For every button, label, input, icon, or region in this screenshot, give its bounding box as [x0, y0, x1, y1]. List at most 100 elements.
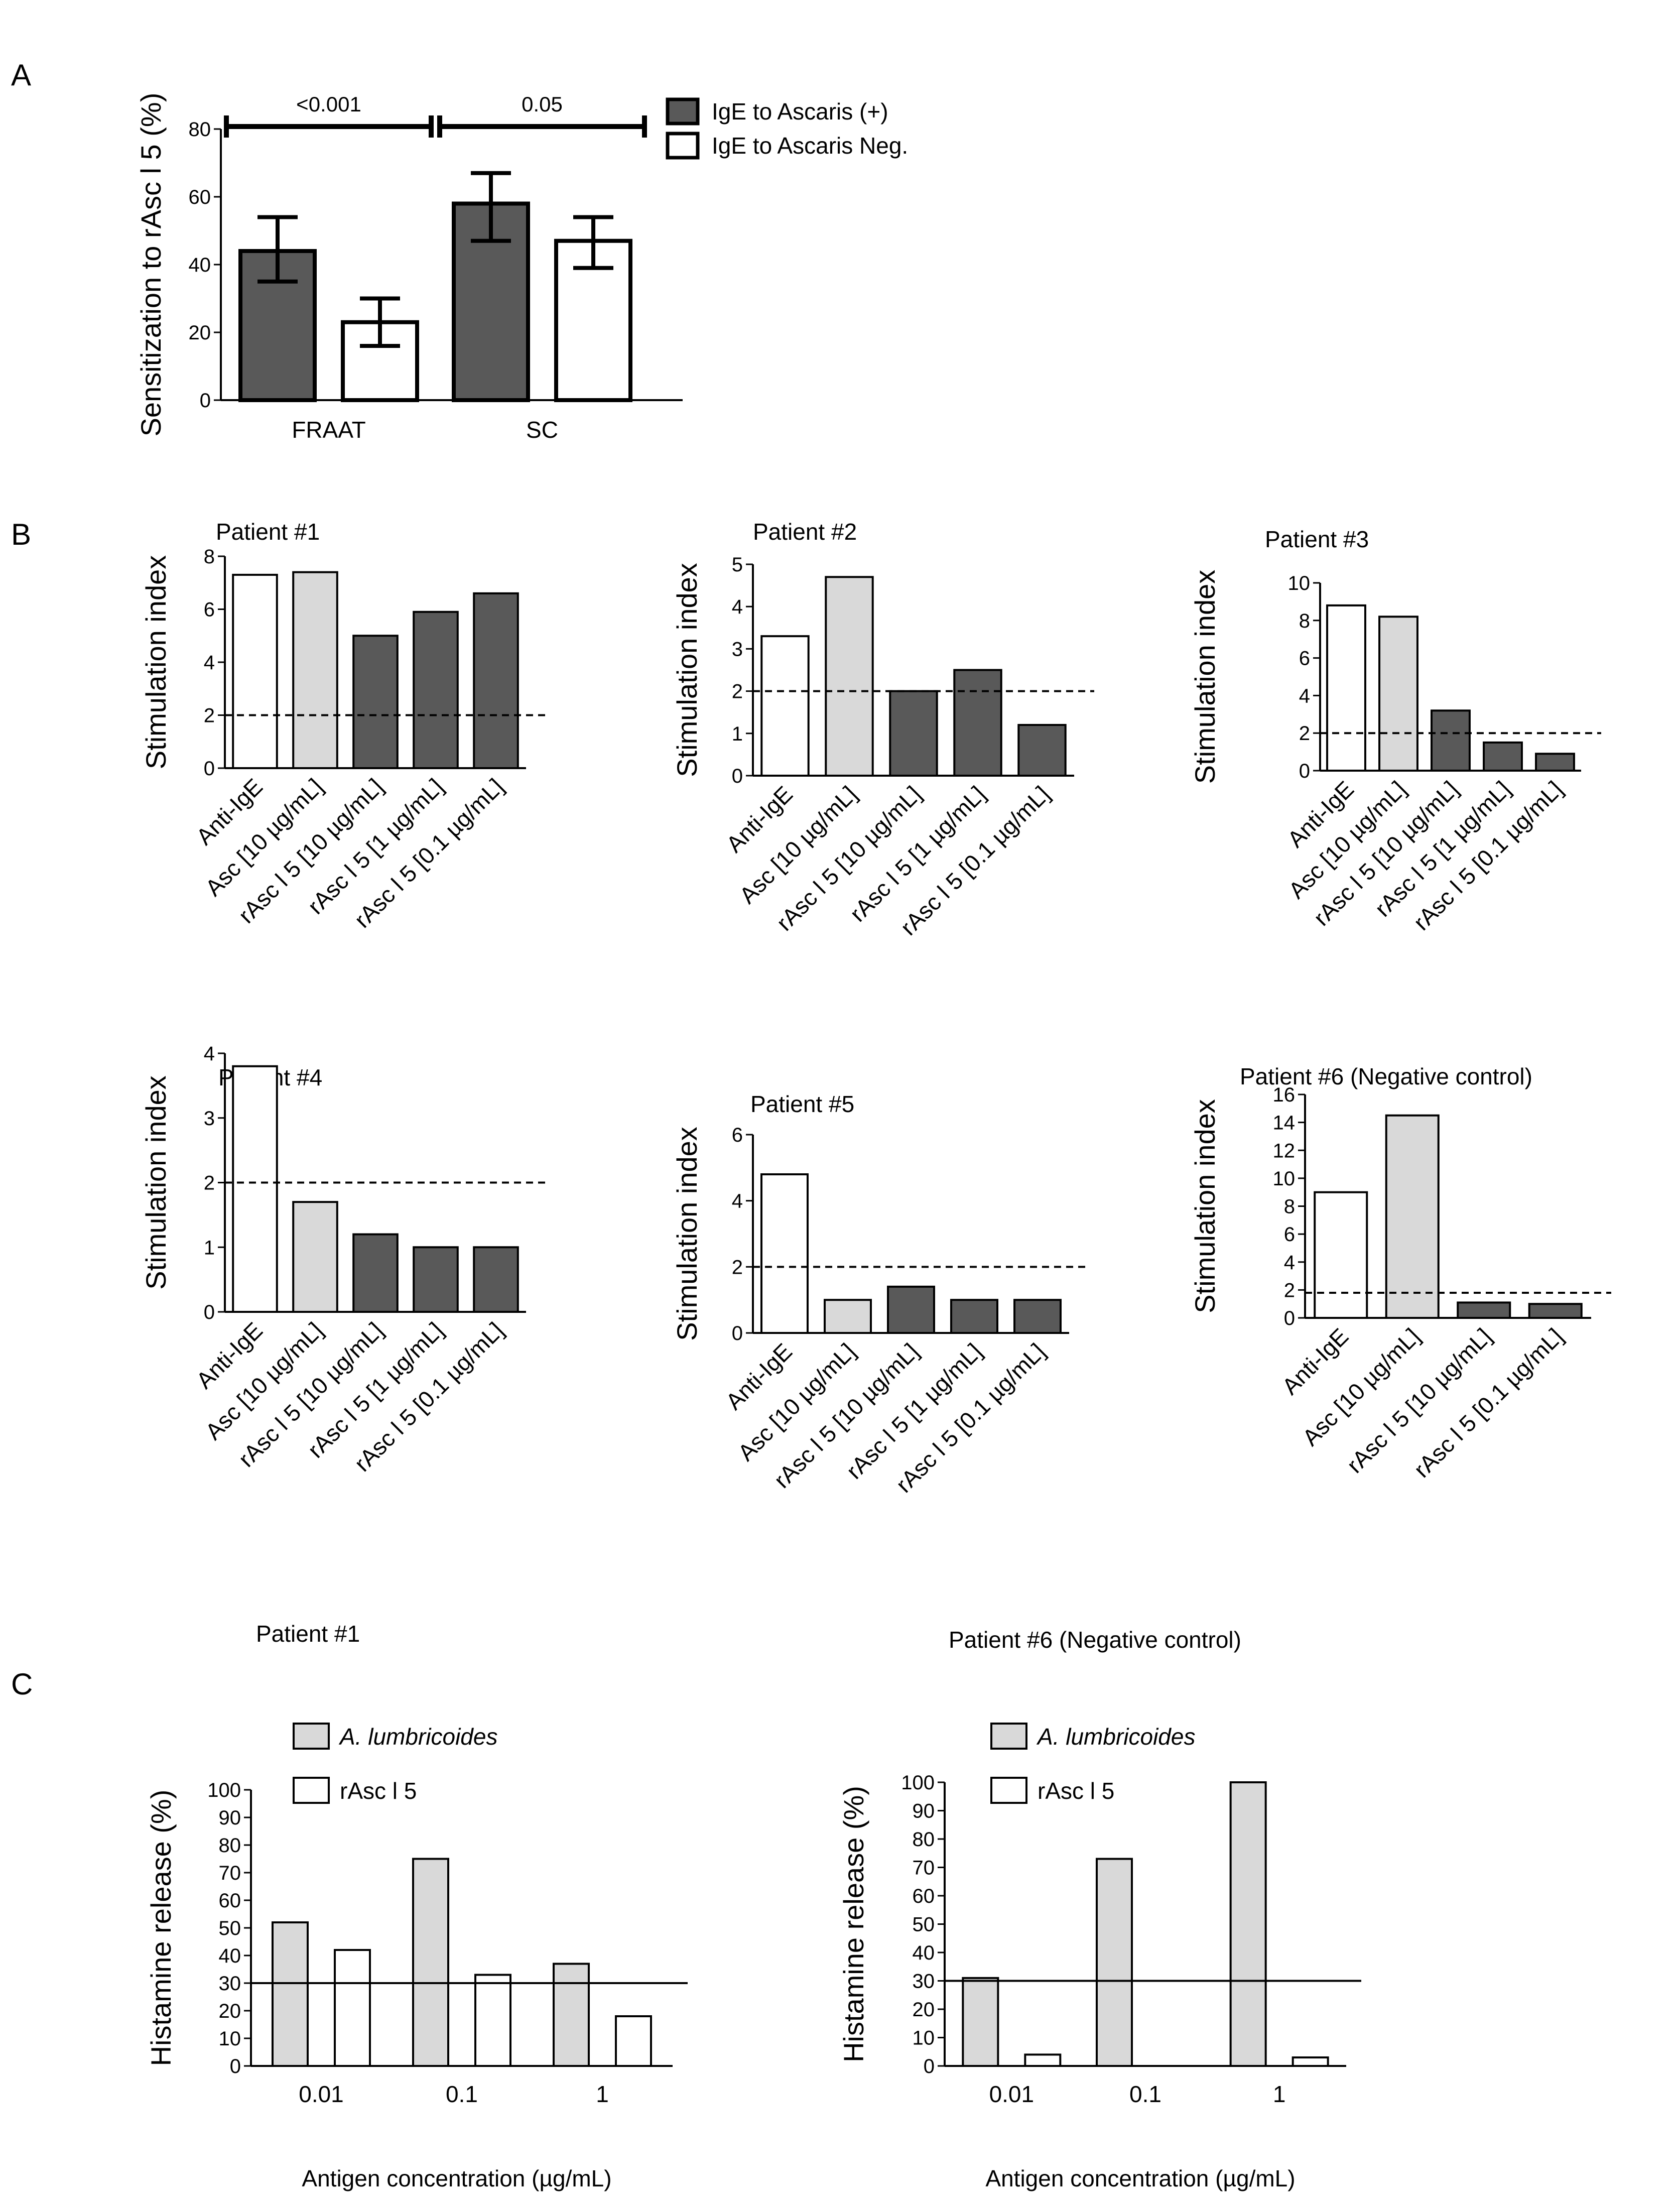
legend-label: A. lumbricoides — [338, 1724, 497, 1750]
y-tick-label: 2 — [204, 1172, 215, 1194]
y-tick-label: 50 — [219, 1917, 241, 1939]
y-tick-label: 12 — [1273, 1140, 1296, 1162]
y-tick-label: 70 — [913, 1857, 935, 1879]
y-tick-label: 90 — [219, 1807, 241, 1829]
bar — [825, 576, 874, 777]
y-tick-label: 0 — [732, 1322, 743, 1345]
y-tick-label: 0 — [1284, 1307, 1295, 1329]
y-tick-label: 10 — [1288, 572, 1311, 594]
legend-swatch — [666, 132, 700, 160]
bar — [950, 1299, 998, 1334]
y-axis-title: Stimulation index — [1189, 570, 1221, 784]
x-axis-title: Antigen concentration (µg/mL) — [985, 2165, 1295, 2191]
y-tick-label: 30 — [219, 1973, 241, 1995]
y-tick-label: 20 — [219, 2000, 241, 2022]
legend-label: IgE to Ascaris (+) — [712, 98, 888, 125]
bar — [760, 635, 810, 777]
x-category-label: 0.01 — [299, 2081, 344, 2107]
chart-b6: 0 2 4 6 8 10 12 14 16 Stimulation index Patient #6… — [1189, 1063, 1611, 1483]
bar — [953, 669, 1002, 777]
bar — [474, 1974, 511, 2067]
legend-label: rAsc l 5 — [340, 1778, 417, 1804]
bar — [413, 610, 459, 770]
legend-swatch — [990, 1777, 1027, 1804]
legend-label: rAsc l 5 — [1038, 1778, 1114, 1804]
x-category-label: 0.01 — [989, 2081, 1035, 2107]
y-tick-label: 6 — [204, 599, 215, 621]
bar — [1378, 616, 1418, 772]
y-tick-label: 4 — [732, 596, 743, 618]
y-tick-label: 6 — [732, 1124, 743, 1146]
y-tick-label: 6 — [1299, 648, 1310, 670]
legend-swatch — [666, 97, 700, 126]
y-tick-label: 10 — [1273, 1168, 1296, 1190]
bar — [292, 1201, 338, 1313]
y-tick-label: 100 — [901, 1772, 935, 1794]
panel-letter-c: C — [11, 1667, 33, 1701]
y-tick-label: 4 — [204, 1043, 215, 1065]
y-tick-label: 2 — [732, 1256, 743, 1278]
legend-label: IgE to Ascaris Neg. — [712, 133, 908, 159]
legend-swatch — [990, 1723, 1027, 1750]
bar — [1096, 1858, 1133, 2067]
bar — [232, 1065, 278, 1313]
legend-swatch — [293, 1723, 330, 1750]
y-tick-label: 0 — [924, 2055, 935, 2077]
bar — [1013, 1299, 1062, 1334]
y-tick-label: 16 — [1273, 1084, 1296, 1106]
legend-label: A. lumbricoides — [1036, 1724, 1195, 1750]
y-tick-label: 20 — [189, 322, 211, 344]
bar — [887, 1285, 935, 1334]
y-tick-label: 60 — [219, 1890, 241, 1912]
y-axis-title: Stimulation index — [671, 1127, 703, 1340]
y-tick-label: 80 — [189, 118, 211, 141]
bar — [352, 1233, 399, 1313]
y-tick-label: 1 — [204, 1237, 215, 1259]
x-category-label: SC — [526, 417, 558, 443]
bar — [615, 2015, 652, 2067]
y-tick-label: 40 — [189, 254, 211, 276]
bar — [334, 1949, 371, 2067]
y-tick-label: 100 — [207, 1779, 241, 1801]
y-tick-label: 3 — [204, 1108, 215, 1130]
y-tick-label: 1 — [732, 723, 743, 745]
y-tick-label: 4 — [732, 1190, 743, 1212]
panel-letter-a: A — [11, 58, 31, 92]
y-tick-label: 20 — [913, 1999, 935, 2021]
chart-title: Patient #1 — [216, 519, 320, 545]
y-axis-title: Stimulation index — [140, 1075, 172, 1289]
y-tick-label: 0 — [732, 765, 743, 787]
x-axis-title: Antigen concentration (µg/mL) — [302, 2165, 611, 2191]
y-tick-label: 60 — [189, 186, 211, 208]
y-tick-label: 4 — [1299, 685, 1310, 707]
y-tick-label: 2 — [204, 705, 215, 727]
y-tick-label: 14 — [1273, 1112, 1296, 1134]
y-axis-title: Histamine release (%) — [838, 1786, 869, 2062]
x-category-label: 0.1 — [446, 2081, 478, 2107]
bar — [1535, 753, 1575, 772]
bar — [352, 635, 399, 769]
bar — [760, 1173, 809, 1334]
bar — [413, 1246, 459, 1313]
y-tick-label: 90 — [913, 1800, 935, 1822]
y-axis-title: Stimulation index — [1189, 1099, 1221, 1313]
y-tick-label: 40 — [219, 1945, 241, 1967]
bar — [272, 1921, 309, 2067]
y-axis-title: Sensitization to rAsc l 5 (%) — [135, 93, 167, 437]
bar — [1457, 1301, 1511, 1319]
y-axis-title: Stimulation index — [140, 555, 172, 769]
p-value-label: <0.001 — [296, 92, 361, 116]
bar — [824, 1299, 872, 1334]
y-tick-label: 0 — [230, 2055, 241, 2077]
y-tick-label: 5 — [732, 554, 743, 576]
y-tick-label: 0 — [204, 1301, 215, 1323]
p-value-label: 0.05 — [522, 92, 563, 116]
chart-c1: 0 10 20 30 40 50 60 70 80 90 100 Histamine release … — [145, 1621, 688, 2191]
bar — [1326, 604, 1366, 772]
x-category-label: 1 — [1273, 2081, 1286, 2107]
